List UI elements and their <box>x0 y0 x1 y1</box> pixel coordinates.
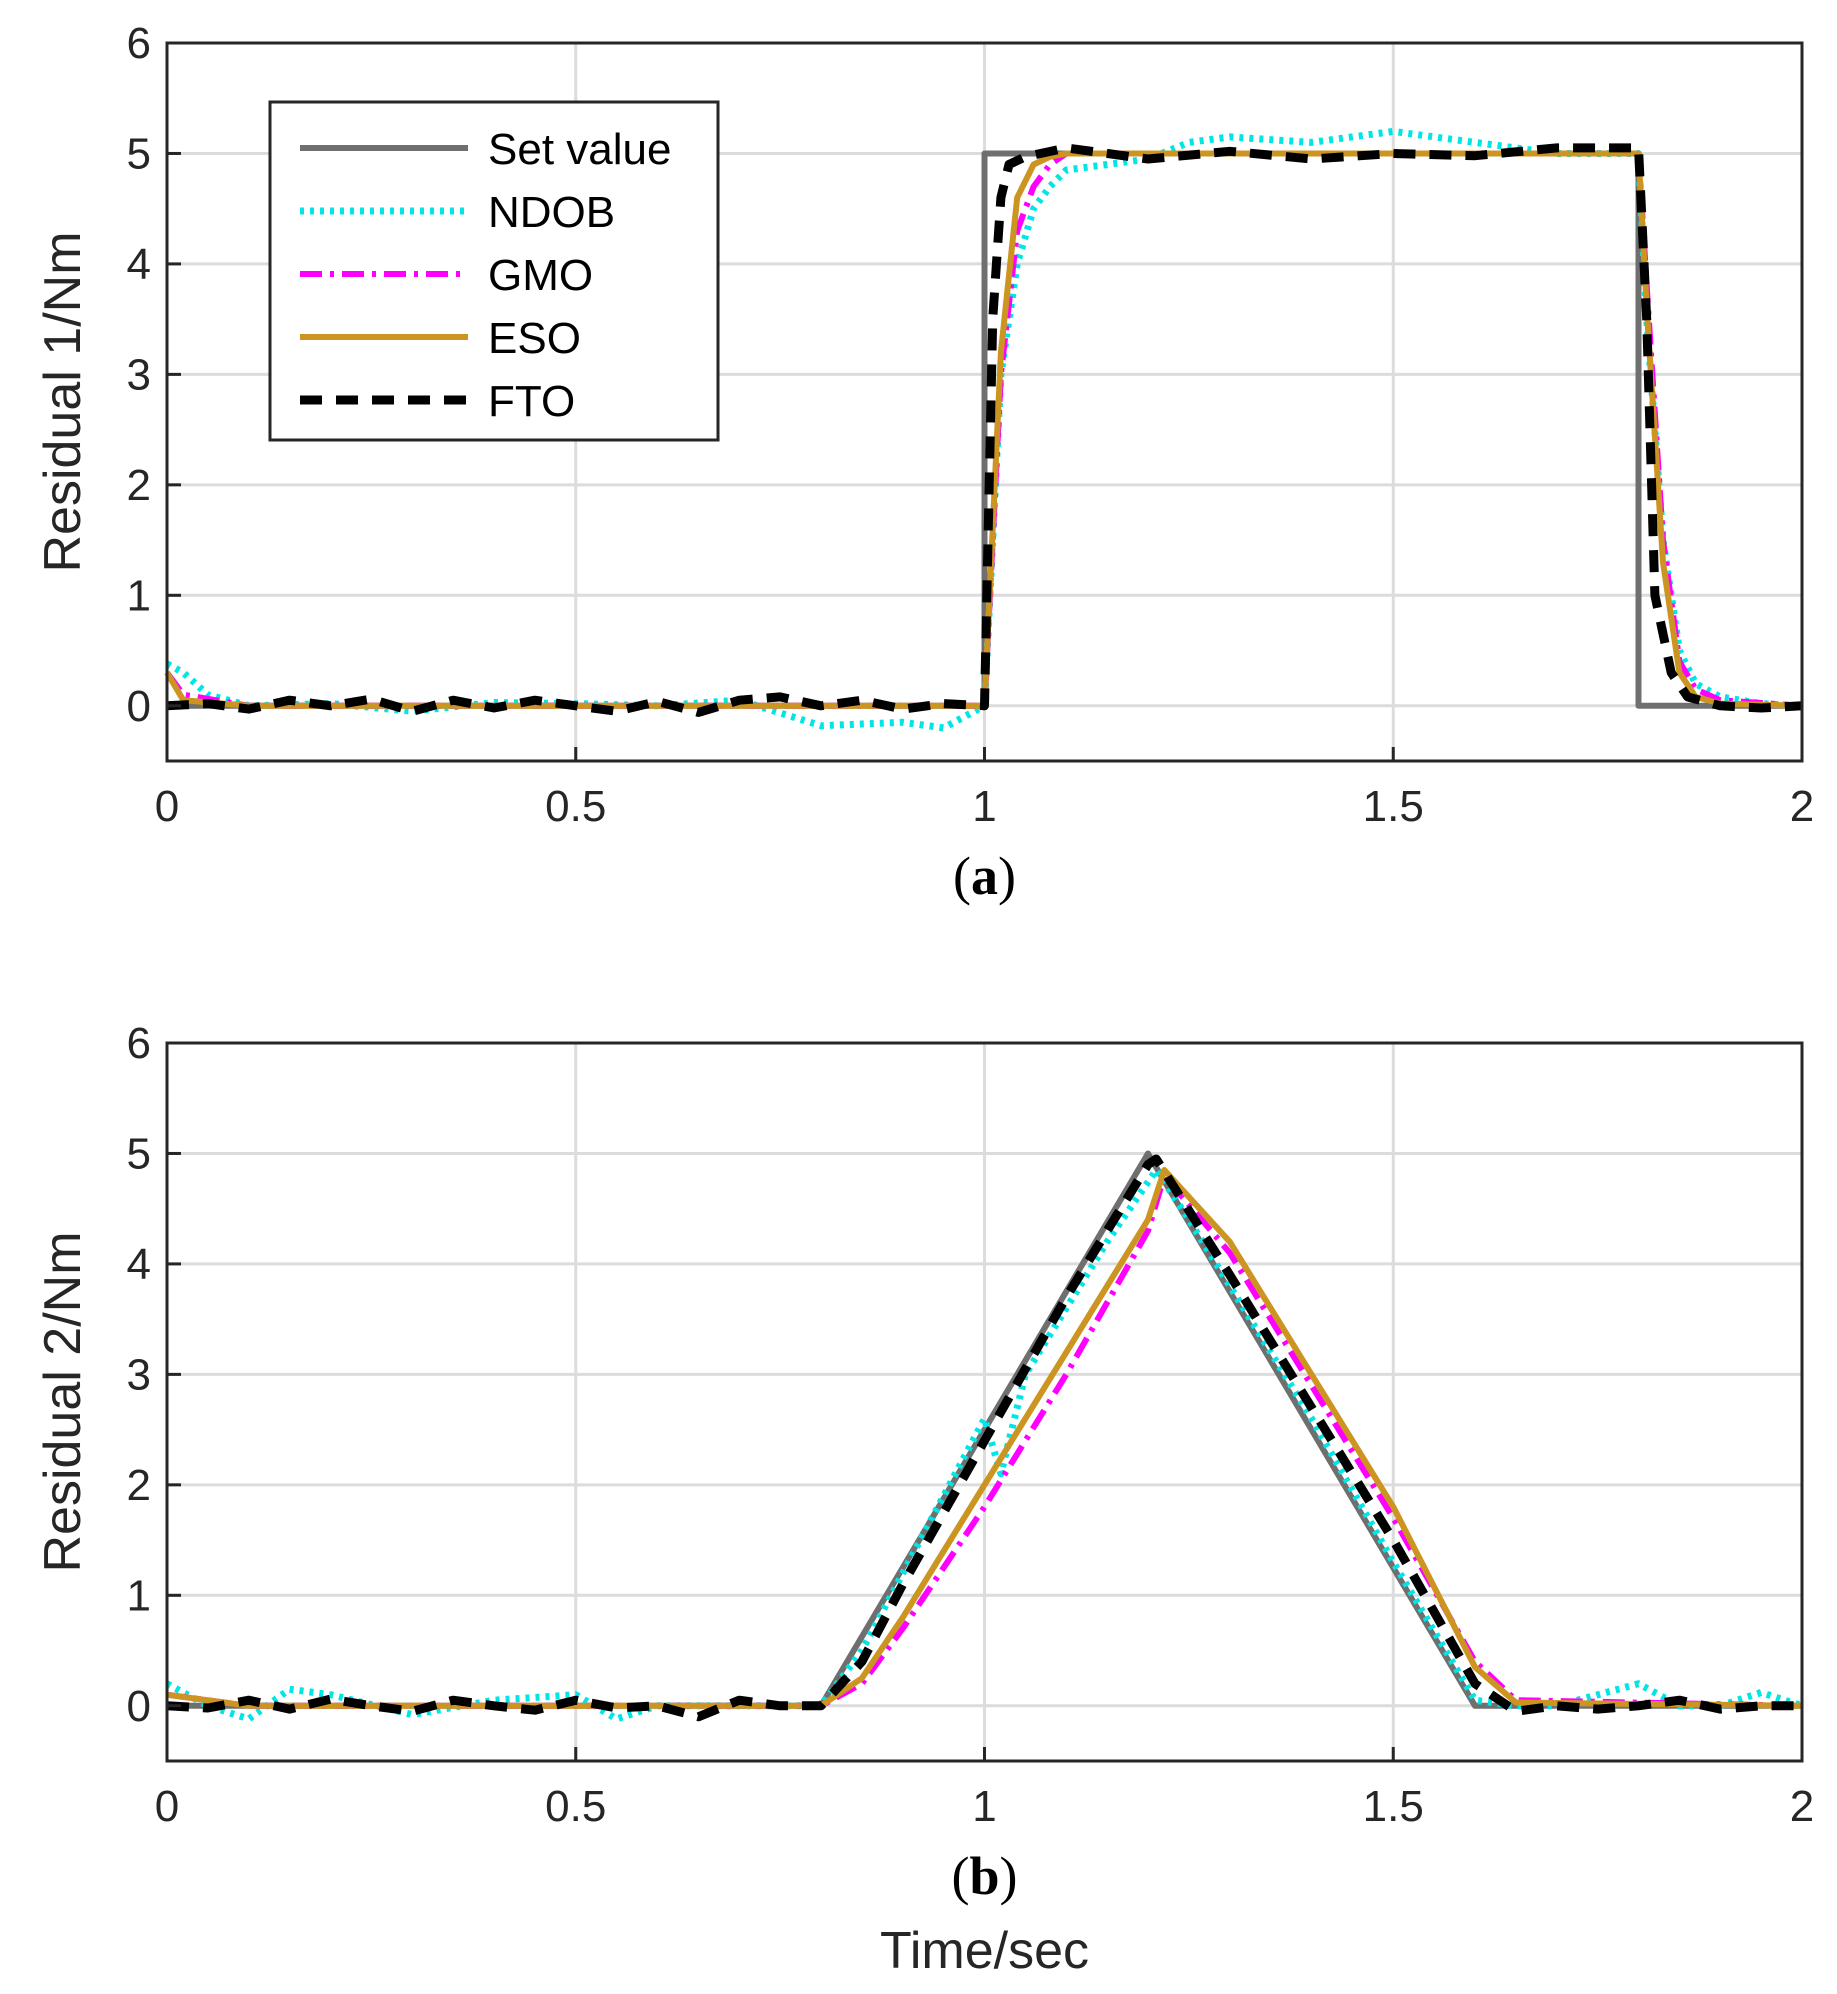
panel-a-caption-letter: a <box>971 846 998 906</box>
panel-b-caption: (b) <box>951 1846 1017 1906</box>
panel-b-ytick-label-0: 0 <box>127 1682 151 1731</box>
legend-label-eso: ESO <box>488 314 581 363</box>
panel-b-ticks: 0 0.5 1 1.5 2 0 1 2 3 4 5 6 <box>127 1019 1815 1831</box>
panel-a-ytick-label-1: 1 <box>127 571 151 620</box>
panel-a-ytick-label-2: 2 <box>127 461 151 510</box>
panel-b-ytick-label-5: 5 <box>127 1129 151 1178</box>
panel-a-caption-close: ) <box>998 846 1016 906</box>
panel-b-xtick-label-4: 2 <box>1790 1782 1814 1831</box>
panel-a-xtick-label-2: 1 <box>972 782 996 831</box>
panel-b-xtick-label-1: 0.5 <box>545 1782 606 1831</box>
panel-a-xtick-label-4: 2 <box>1790 782 1814 831</box>
panel-a-ytick-label-5: 5 <box>127 129 151 178</box>
legend-entry-ndob: NDOB <box>300 188 615 237</box>
panel-a-xtick-label-3: 1.5 <box>1363 782 1424 831</box>
panel-a-ytick-label-0: 0 <box>127 682 151 731</box>
panel-b-series-gmo <box>166 1172 1803 1709</box>
panel-a-ytick-label-3: 3 <box>127 350 151 399</box>
panel-b-series <box>165 1150 1804 1723</box>
legend-entry-fto: FTO <box>300 377 575 426</box>
panel-a-ylabel: Residual 1/Nm <box>34 231 92 572</box>
panel-a-ytick-label-6: 6 <box>127 19 151 68</box>
panel-b-series-eso <box>166 1167 1803 1709</box>
legend-entry-gmo: GMO <box>300 251 593 300</box>
panel-a-xtick-label-0: 0 <box>155 782 179 831</box>
panel-a-caption-open: ( <box>953 846 971 906</box>
legend-entry-set-value: Set value <box>300 125 671 174</box>
panel-b-xtick-label-2: 1 <box>972 1782 996 1831</box>
panel-a-xtick-label-1: 0.5 <box>545 782 606 831</box>
panel-b-ytick-label-3: 3 <box>127 1350 151 1399</box>
panel-a-series-fto <box>166 143 1803 717</box>
panel-a-ytick-label-4: 4 <box>127 240 151 289</box>
legend-label-ndob: NDOB <box>488 188 615 237</box>
panel-b-xtick-label-3: 1.5 <box>1363 1782 1424 1831</box>
legend-label-fto: FTO <box>488 377 575 426</box>
legend-entry-eso: ESO <box>300 314 581 363</box>
panel-b-ytick-label-6: 6 <box>127 1019 151 1068</box>
panel-b-series-fto <box>166 1154 1802 1722</box>
panel-b-xtick-label-0: 0 <box>155 1782 179 1831</box>
panel-a-ticks: 0 0.5 1 1.5 2 0 1 2 3 4 5 6 <box>127 19 1815 831</box>
panel-b-ytick-label-4: 4 <box>127 1240 151 1289</box>
panel-b-xlabel: Time/sec <box>880 1922 1089 1980</box>
panel-b-ytick-label-2: 2 <box>127 1461 151 1510</box>
legend-label-set-value: Set value <box>488 125 671 174</box>
legend: Set value NDOB GMO ESO FTO <box>268 100 720 442</box>
panel-b-ytick-label-1: 1 <box>127 1571 151 1620</box>
panel-a: 0 0.5 1 1.5 2 0 1 2 3 4 5 6 Residual 1/Nm (a) Set v… <box>34 19 1814 906</box>
panel-b-caption-letter: b <box>969 1846 999 1906</box>
panel-b: 0 0.5 1 1.5 2 0 1 2 3 4 5 6 Residual 2/Nm (b) Time/… <box>34 1019 1814 1980</box>
panel-b-series-ndob <box>165 1166 1804 1723</box>
panel-b-caption-close: ) <box>1000 1846 1018 1906</box>
legend-label-gmo: GMO <box>488 251 593 300</box>
panel-a-caption: (a) <box>953 846 1016 906</box>
panel-b-caption-open: ( <box>951 1846 969 1906</box>
panel-b-ylabel: Residual 2/Nm <box>34 1231 92 1572</box>
panel-a-series <box>164 127 1803 732</box>
